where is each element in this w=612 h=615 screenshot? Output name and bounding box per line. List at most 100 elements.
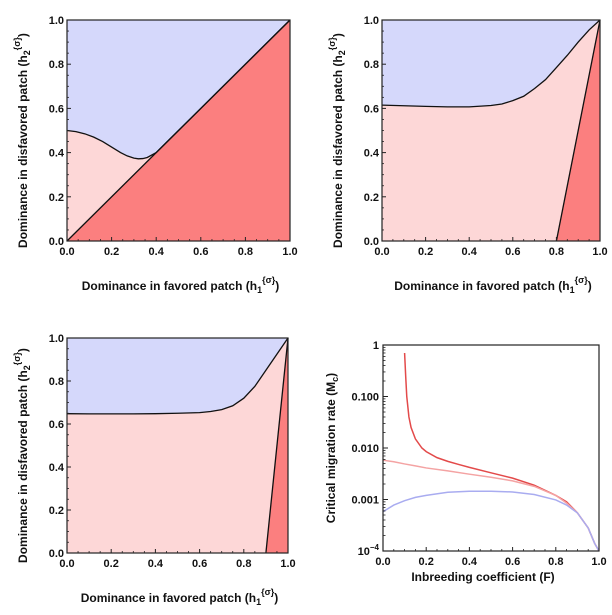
x-tick-label: 0.4	[149, 246, 165, 258]
x-axis-label-subscript: 1	[570, 285, 575, 295]
x-tick-label: 0.4	[462, 246, 478, 258]
y-tick-label: 0.0	[49, 236, 64, 248]
y-tick-label: 0.0	[364, 236, 379, 248]
x-tick-label: 0.6	[192, 558, 207, 570]
x-axis-label-superscript: {σ}	[262, 275, 276, 285]
y-axis-label: Dominance in disfavored patch (h2{σ})	[12, 33, 32, 248]
y-axis-label-subscript: 2	[337, 50, 347, 55]
y-axis-label-subscript: c	[330, 377, 340, 382]
x-tick-label: 0.6	[505, 246, 520, 258]
y-tick-label: 0.2	[49, 192, 64, 204]
blue-region	[67, 20, 290, 159]
x-axis-label-main: Dominance in favored patch (h	[81, 591, 256, 605]
x-axis-label: Dominance in favored patch (h1{σ})	[81, 587, 279, 607]
x-tick-label: 0.2	[418, 246, 433, 258]
upper-boundary-line	[66, 337, 289, 415]
x-tick-label: 0.8	[549, 246, 564, 258]
y-axis-label: Critical migration rate (Mc)	[324, 373, 340, 523]
y-tick-label: 0.6	[49, 419, 64, 431]
x-tick-label: 0.0	[59, 558, 74, 570]
y-axis-label-end: )	[324, 373, 338, 377]
y-axis-label-superscript: {σ}	[327, 37, 337, 51]
y-tick-label: 0.6	[364, 103, 379, 115]
y-axis-label: Dominance in disfavored patch (h2{σ})	[12, 348, 32, 563]
y-tick-label: 0.6	[49, 103, 64, 115]
blue-region	[382, 20, 600, 107]
x-axis-label-main: Dominance in favored patch (h	[82, 279, 257, 293]
x-tick-label: 0.6	[193, 246, 208, 258]
x-axis-label: Inbreeding coefficient (F)	[411, 570, 554, 584]
x-tick-label: 0.8	[548, 556, 563, 568]
x-tick-label: 0.0	[374, 246, 389, 258]
x-tick-label: 1.0	[280, 558, 295, 570]
x-axis-label: Dominance in favored patch (h1{σ})	[394, 275, 592, 295]
y-axis-label-main: Dominance in disfavored patch (h	[16, 55, 30, 248]
x-tick-label: 0.8	[238, 246, 253, 258]
x-tick-label: 0.0	[59, 246, 74, 258]
x-axis-label-subscript: 1	[256, 597, 261, 607]
y-tick-label: 0.2	[364, 192, 379, 204]
y-tick-label: 0.2	[49, 505, 64, 517]
series-line-2	[382, 490, 600, 552]
panel-top-right: 0.0 0.2 0.4 0.6 0.8 1.0 0.0 0.2 0.4 0.6 0.8 1.0 Domi…	[327, 15, 608, 295]
x-tick-label: 1.0	[282, 246, 297, 258]
x-tick-label: 0.4	[462, 556, 478, 568]
x-tick-label: 0.0	[375, 556, 390, 568]
y-axis-label-end: )	[16, 348, 30, 352]
red-boundary-line	[265, 337, 289, 554]
x-tick-label: 0.8	[236, 558, 251, 570]
y-axis-label-main: Dominance in disfavored patch (h	[331, 55, 345, 248]
y-tick-label: 0.001	[351, 495, 379, 507]
y-axis-label-end: )	[16, 33, 30, 37]
y-axis-label-end: )	[331, 33, 345, 37]
pink-region	[382, 20, 600, 241]
y-axis-label-superscript: {σ}	[12, 352, 22, 366]
x-tick-label: 0.4	[148, 558, 164, 570]
x-axis-label-subscript: 1	[257, 285, 262, 295]
blue-region	[67, 338, 288, 414]
y-tick-label: 1.0	[364, 15, 379, 27]
y-tick-label: 1	[373, 340, 379, 352]
x-axis-label-superscript: {σ}	[261, 587, 275, 597]
x-axis-label-main: Dominance in favored patch (h	[394, 279, 569, 293]
y-tick-label: 0.100	[351, 392, 379, 404]
x-axis-label: Dominance in favored patch (h1{σ})	[82, 275, 280, 295]
panel-bottom-right: 0.0 0.2 0.4 0.6 0.8 1.0 10−4 0.001 0.010 0.100 1 In…	[324, 340, 607, 584]
x-tick-label: 1.0	[592, 246, 607, 258]
panel-top-left: 0.0 0.2 0.4 0.6 0.8 1.0 0.0 0.2 0.4 0.6 0.8 1.0 Domi…	[12, 15, 298, 295]
y-axis-label-subscript: 2	[22, 365, 32, 370]
y-axis-label-superscript: {σ}	[12, 37, 22, 51]
y-tick-label-exponent: −4	[370, 543, 380, 552]
y-axis-label-main: Dominance in disfavored patch (h	[16, 370, 30, 563]
y-tick-label: 0.010	[351, 443, 379, 455]
y-tick-label: 1.0	[49, 15, 64, 27]
x-axis-label-superscript: {σ}	[575, 275, 589, 285]
red-boundary-line	[555, 19, 601, 242]
y-tick-label: 10−4	[358, 543, 380, 558]
x-tick-label: 0.2	[419, 556, 434, 568]
panel-bottom-left: 0.0 0.2 0.4 0.6 0.8 1.0 0.0 0.2 0.4 0.6 0.8 1.0 Domi…	[12, 333, 296, 607]
y-axis-label: Dominance in disfavored patch (h2{σ})	[327, 33, 347, 248]
y-axis-label-main: Critical migration rate (M	[324, 382, 338, 523]
y-tick-label: 0.4	[49, 148, 65, 160]
x-tick-label: 1.0	[591, 556, 606, 568]
x-tick-label: 0.2	[104, 246, 119, 258]
y-tick-label: 1.0	[49, 333, 64, 345]
pink-region	[67, 338, 288, 553]
x-tick-label: 0.2	[104, 558, 119, 570]
red-boundary-line	[66, 19, 291, 242]
y-tick-label-base: 10	[358, 546, 370, 558]
y-tick-label: 0.8	[49, 376, 64, 388]
y-tick-label: 0.0	[49, 548, 64, 560]
y-tick-label: 0.4	[49, 462, 65, 474]
y-axis-label-subscript: 2	[22, 50, 32, 55]
x-axis-label-end: )	[274, 591, 278, 605]
y-tick-label: 0.8	[49, 59, 64, 71]
y-tick-label: 0.8	[364, 59, 379, 71]
y-tick-label: 0.4	[364, 148, 380, 160]
x-axis-label-end: )	[588, 279, 592, 293]
x-axis-label-end: )	[275, 279, 279, 293]
upper-boundary-line	[381, 19, 601, 108]
x-tick-label: 0.6	[505, 556, 520, 568]
